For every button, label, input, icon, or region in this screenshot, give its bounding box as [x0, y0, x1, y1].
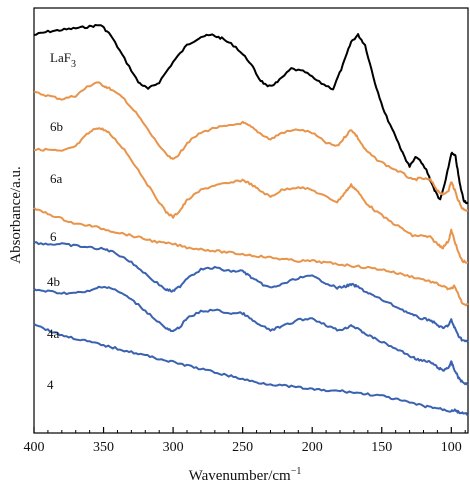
series-label-4: 4 [47, 377, 54, 392]
series-label-LaF: LaF3 [50, 50, 76, 70]
series-label-6: 6 [50, 229, 57, 244]
x-axis-title-text: Wavenumber/cm [189, 468, 291, 484]
x-tick-label-150: 150 [371, 440, 392, 455]
x-tick-label-100: 100 [441, 440, 462, 455]
series-line-LaF [33, 24, 469, 205]
series-label-6b: 6b [50, 119, 63, 134]
x-tick-label-250: 250 [232, 440, 253, 455]
series-line-4a [33, 285, 469, 386]
y-axis-title: Absorbance/a.u. [8, 166, 24, 263]
x-tick-label-300: 300 [163, 440, 184, 455]
series-line-4 [33, 323, 469, 416]
series-label-4a: 4a [47, 326, 60, 341]
series-label-4b: 4b [47, 274, 60, 289]
series-line-4b [33, 241, 469, 343]
series-label-layer: LaF3 6b 6a 6 4b 4a 4 [47, 50, 76, 392]
x-tick-layer: 400 350 300 250 200 150 100 [24, 427, 466, 455]
series-line-6a [33, 127, 469, 264]
series-layer [33, 24, 469, 416]
x-axis-title-superscript: −1 [291, 466, 302, 477]
plot-frame [33, 7, 469, 434]
x-tick-label-400: 400 [24, 440, 45, 455]
x-tick-label-200: 200 [302, 440, 323, 455]
series-line-6 [33, 206, 469, 307]
series-line-6b [33, 81, 469, 212]
series-label-6a: 6a [50, 171, 63, 186]
x-tick-label-350: 350 [93, 440, 114, 455]
x-axis-title: Wavenumber/cm−1 [189, 466, 302, 484]
